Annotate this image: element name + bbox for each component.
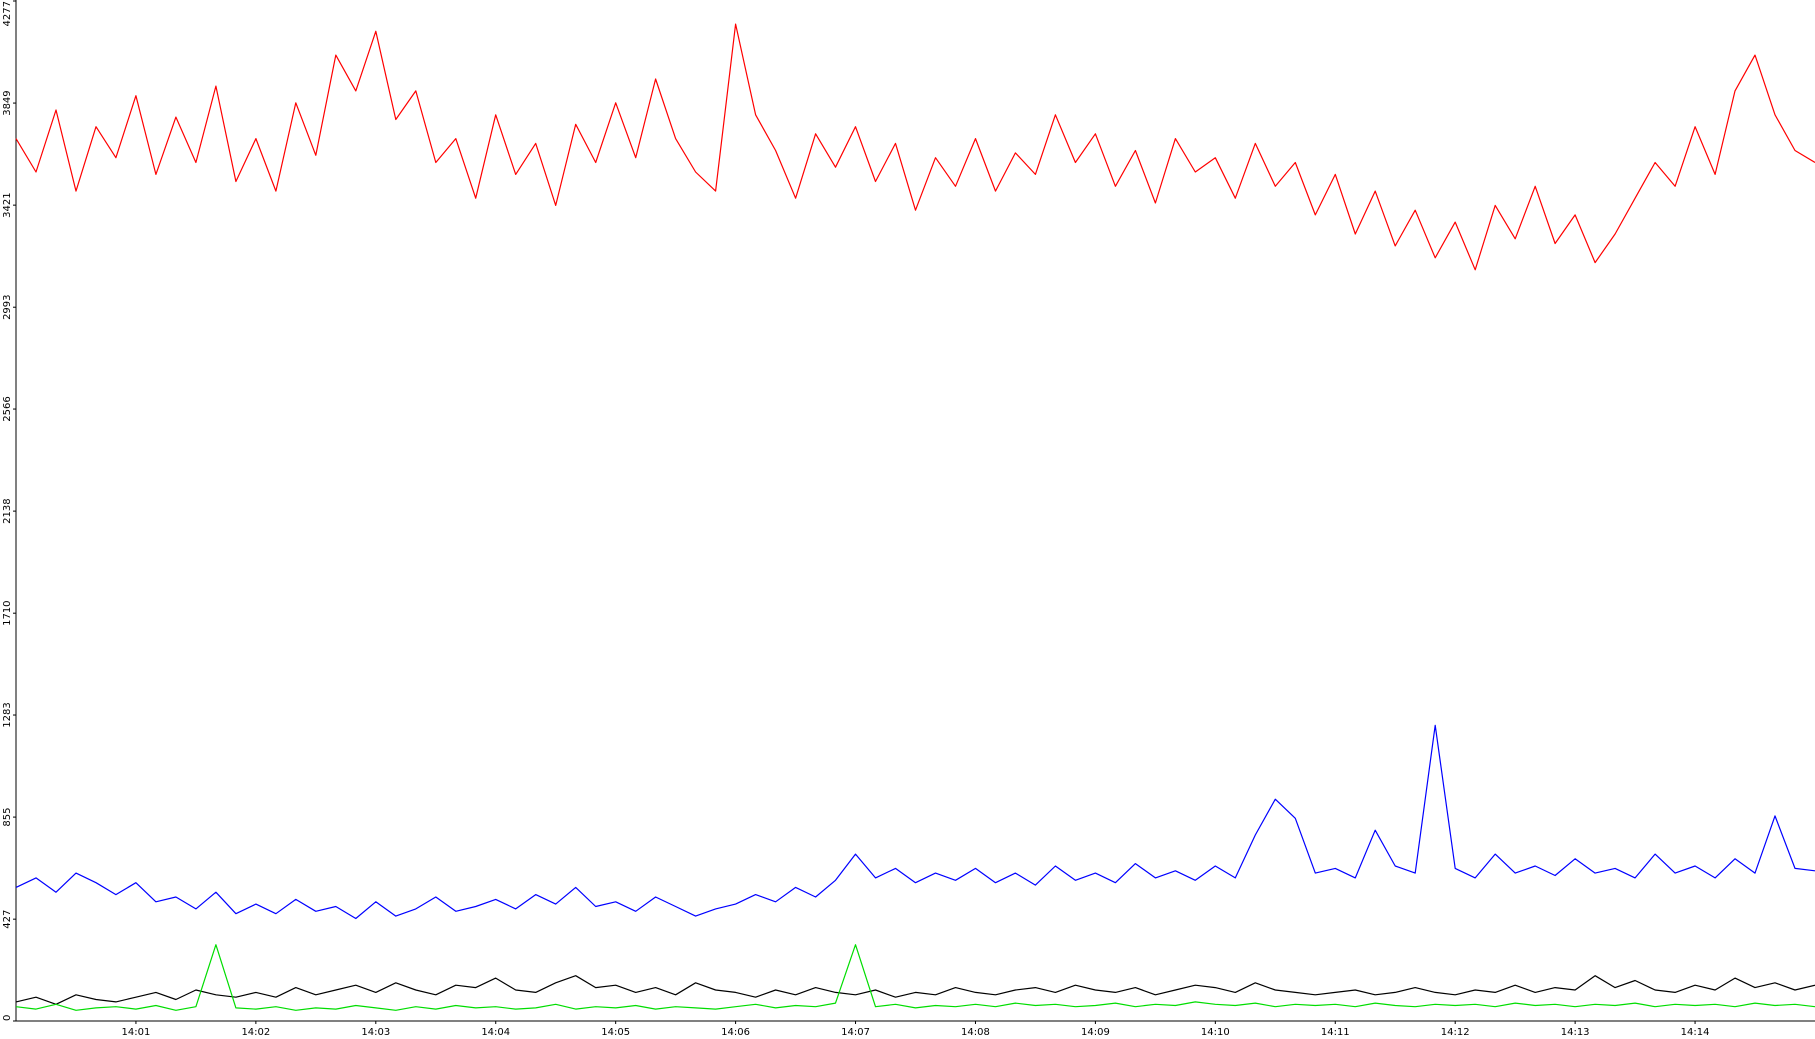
x-tick-label: 14:08: [961, 1027, 990, 1038]
x-tick-label: 14:06: [721, 1027, 750, 1038]
x-tick-label: 14:14: [1681, 1027, 1710, 1038]
y-tick-label: 3849: [2, 90, 13, 115]
series-line: [15, 724, 1815, 920]
y-tick-label: 2566: [2, 396, 13, 421]
x-tick-label: 14:02: [241, 1027, 270, 1038]
x-tick-label: 14:05: [601, 1027, 630, 1038]
x-tick-label: 14:13: [1561, 1027, 1590, 1038]
y-tick-label: 1283: [2, 702, 13, 727]
series-line: [15, 975, 1815, 1005]
x-tick-label: 14:10: [1201, 1027, 1230, 1038]
x-tick-label: 14:03: [361, 1027, 390, 1038]
y-tick-label: 2138: [2, 498, 13, 523]
y-tick-label: 855: [2, 808, 13, 827]
y-tick-label: 2993: [2, 294, 13, 319]
series-line: [15, 944, 1815, 1011]
x-tick-label: 14:12: [1441, 1027, 1470, 1038]
x-tick-label: 14:11: [1321, 1027, 1350, 1038]
x-tick-label: 14:01: [122, 1027, 151, 1038]
x-tick-label: 14:04: [481, 1027, 510, 1038]
y-tick-label: 3421: [2, 192, 13, 217]
x-tick-label: 14:09: [1081, 1027, 1110, 1038]
y-tick-label: 1710: [2, 600, 13, 625]
y-tick-label: 4277: [2, 1, 13, 26]
series-line: [15, 23, 1815, 271]
y-tick-label: 427: [2, 910, 13, 929]
y-tick-label: 0: [2, 1015, 13, 1021]
x-tick-label: 14:07: [841, 1027, 870, 1038]
